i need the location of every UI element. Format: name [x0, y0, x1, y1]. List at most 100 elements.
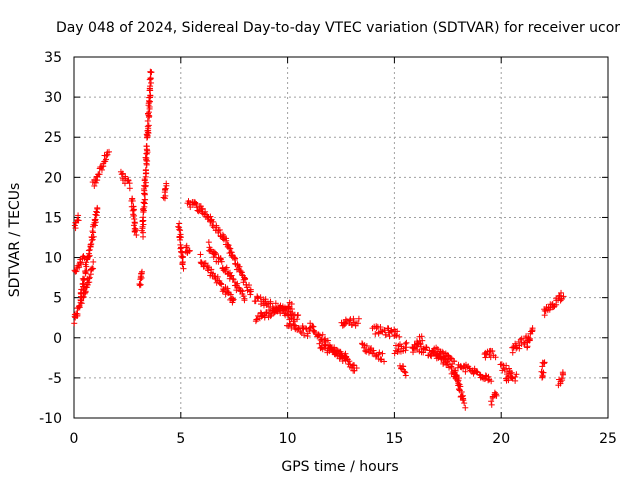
x-tick-label: 5: [176, 431, 185, 447]
data-point: [492, 354, 499, 361]
data-point: [381, 358, 388, 365]
data-point: [232, 255, 239, 262]
data-point: [211, 249, 218, 256]
plot-frame: [73, 56, 609, 419]
data-point: [262, 296, 269, 303]
data-point: [105, 148, 112, 155]
data-point: [147, 75, 154, 82]
data-point: [228, 272, 235, 279]
data-point: [503, 362, 510, 369]
data-point: [147, 68, 154, 75]
data-point: [324, 337, 331, 344]
grid-lines: [74, 57, 608, 418]
data-point: [517, 336, 524, 343]
data-point: [197, 251, 204, 258]
data-point: [193, 204, 200, 211]
data-point: [489, 348, 496, 355]
data-point: [85, 253, 92, 260]
data-point: [228, 249, 235, 256]
data-point: [402, 340, 409, 347]
data-point: [132, 227, 139, 234]
data-point: [193, 201, 200, 208]
data-point: [86, 274, 93, 281]
data-point: [179, 253, 186, 260]
data-point: [557, 378, 564, 385]
data-point: [140, 217, 147, 224]
data-point: [379, 350, 386, 357]
y-tick-label: 0: [53, 331, 62, 347]
data-point: [207, 213, 214, 220]
data-point: [91, 222, 98, 229]
data-point: [137, 281, 144, 288]
data-point: [72, 225, 79, 232]
data-point: [402, 372, 409, 379]
data-point: [488, 398, 495, 405]
data-point: [186, 247, 193, 254]
data-point: [376, 349, 383, 356]
data-point: [122, 173, 129, 180]
data-point: [183, 242, 190, 249]
data-point: [418, 333, 425, 340]
axis-ticks: 0 5 10 15 20 25 -10 -5 0 5 10 15 20 25 30 35: [39, 50, 617, 447]
data-point: [423, 344, 430, 351]
data-point: [147, 83, 154, 90]
data-point: [218, 281, 225, 288]
data-point: [457, 383, 464, 390]
x-tick-label: 10: [279, 431, 297, 447]
data-point: [226, 245, 233, 252]
data-point: [144, 110, 151, 117]
data-point: [86, 252, 93, 259]
data-point: [138, 270, 145, 277]
x-tick-label: 15: [385, 431, 403, 447]
data-point: [144, 117, 151, 124]
data-point: [202, 208, 209, 215]
y-tick-label: 25: [44, 130, 62, 146]
data-point: [126, 185, 133, 192]
data-point: [93, 177, 100, 184]
data-point: [139, 223, 146, 230]
data-point: [246, 282, 253, 289]
data-point: [210, 218, 217, 225]
data-point: [231, 254, 238, 261]
data-point: [394, 328, 401, 335]
data-point: [176, 224, 183, 231]
data-point: [529, 325, 536, 332]
data-point: [208, 266, 215, 273]
data-point: [92, 219, 99, 226]
data-point: [200, 263, 207, 270]
data-point: [269, 303, 276, 310]
data-point: [80, 294, 87, 301]
data-point: [316, 332, 323, 339]
data-point: [242, 276, 249, 283]
data-point: [83, 263, 90, 270]
data-point: [239, 288, 246, 295]
data-point: [240, 293, 247, 300]
data-point: [447, 355, 454, 362]
y-tick-label: 10: [44, 251, 62, 267]
data-point: [448, 365, 455, 372]
data-point: [140, 199, 147, 206]
data-point: [350, 315, 357, 322]
data-point: [130, 206, 137, 213]
data-point: [488, 401, 495, 408]
data-point: [283, 305, 290, 312]
y-tick-label: 30: [44, 90, 62, 106]
data-point: [417, 341, 424, 348]
data-point: [455, 377, 462, 384]
data-point: [377, 324, 384, 331]
data-point: [286, 316, 293, 323]
data-point: [219, 288, 226, 295]
data-point: [144, 158, 151, 165]
data-point: [451, 358, 458, 365]
data-point: [560, 293, 567, 300]
data-point: [462, 404, 469, 411]
data-point: [89, 228, 96, 235]
data-point: [493, 392, 500, 399]
data-point: [93, 208, 100, 215]
data-point: [258, 310, 265, 317]
data-point: [209, 270, 216, 277]
data-point: [485, 377, 492, 384]
data-point: [428, 353, 435, 360]
data-point: [443, 358, 450, 365]
